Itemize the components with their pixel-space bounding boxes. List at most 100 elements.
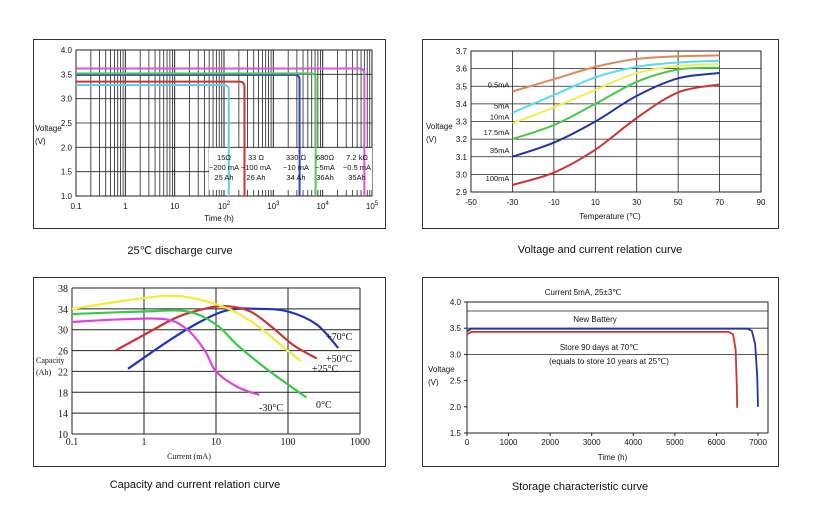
series-label: ~100 mA [241,163,271,172]
y-tick-label: 3.6 [456,65,468,74]
y-tick-label: 3.0 [456,170,468,179]
discharge-chart-panel: 1.0 1.5 2.0 2.5 3.0 3.5 4.0 0.1 1 10 102 103 104 105 T… [33,39,386,229]
x-tick-label: 70 [715,198,724,207]
x-tick-label: 104 [317,201,330,211]
y-tick-label: 3.7 [456,47,468,56]
y-axis-label: Capacity [36,356,64,365]
voltage-temperature-chart: -50 -30 -10 10 30 50 70 90 2.9 3.0 3.1 3.2 3.3 3.4 3.5… [426,47,766,221]
voltage-curve-2 [512,63,720,125]
series-label: ~5mA [315,163,335,172]
y-tick-label: 3.5 [456,82,468,91]
series-label: 15Ω [217,153,231,162]
x-tick-label: 105 [366,201,379,211]
capacity-current-chart-panel: 0.1 1 10 100 1000 10 14 18 22 26 30 34 38 Current (mA… [33,277,386,467]
voltage-temperature-chart-panel: -50 -30 -10 10 30 50 70 90 2.9 3.0 3.1 3.2 3.3 3.4 3.5… [422,39,779,229]
x-axis-label: Time (h) [598,453,628,462]
voltage-curve-3 [512,66,720,141]
x-tick-label: -50 [465,198,477,207]
y-tick-label: 3.4 [456,100,468,109]
voltage-curve-4 [512,72,720,158]
y-tick-label: 3.5 [450,324,462,333]
y-tick-label: 26 [58,347,68,358]
y-tick-label: 1.5 [61,168,73,177]
y-axis-label: Voltage [428,365,455,374]
series-label: -30°C [259,403,283,414]
x-axis-label: Temperature (℃) [579,212,641,221]
x-tick-label: 100 [281,437,296,448]
series-label: 7.2 kΩ [346,153,368,162]
voltage-curve-5 [512,83,720,186]
y-tick-label: 2.0 [450,403,462,412]
x-tick-label: 1000 [500,438,518,447]
discharge-curve-3 [76,72,317,196]
plot-frame [470,50,762,193]
storage-curve-0 [466,327,759,407]
x-tick-label: 6000 [708,438,726,447]
x-tick-label: 1 [123,202,128,211]
series-label: ~0.5 mA [343,163,371,172]
x-tick-label: 10 [211,437,221,448]
series-label: +50°C [326,354,353,365]
series-label: +25°C [312,364,339,375]
x-tick-label: 0.1 [66,437,79,448]
x-tick-label: 102 [218,201,231,211]
x-tick-label: 90 [757,198,766,207]
discharge-curve-4 [76,67,366,196]
series-label: 10mA [490,112,510,121]
y-tick-label: 18 [58,388,68,399]
series-label: 26 Ah [246,173,265,182]
x-tick-label: 1 [142,437,147,448]
storage-chart: 0 1000 2000 3000 4000 5000 6000 7000 1.5 2.0 2.5 3.… [428,288,769,462]
y-tick-label: 1.0 [61,192,73,201]
capacity-curve-1 [114,304,318,360]
discharge-curve-2 [76,73,301,196]
series-label: 35mA [490,146,510,155]
y-axis-label: (Ah) [36,368,51,377]
y-tick-label: 2.9 [456,188,468,197]
annotation-stored-note: (equals to store 10 years at 25℃) [549,357,669,366]
y-axis-label: Voltage [426,122,453,131]
capacity-current-chart-caption: Capacity and current relation curve [109,479,281,491]
x-axis-label: Current (mA) [167,452,211,461]
voltage-curve-1 [512,59,720,114]
annotation-stored: Store 90 days at 70℃ [560,343,638,352]
voltage-curve-0 [512,54,720,93]
y-axis-label: (V) [426,135,437,144]
storage-curve-1 [466,331,739,408]
y-tick-label: 2.5 [450,377,462,386]
y-tick-label: 4.0 [61,46,73,55]
y-tick-label: 2.5 [61,119,73,128]
x-tick-label: 7000 [749,438,767,447]
y-axis-label: (V) [428,378,439,387]
x-tick-label: 4000 [624,438,642,447]
y-tick-label: 4.0 [450,298,462,307]
x-axis-label: Time (h) [204,214,234,223]
x-tick-label: -10 [548,198,560,207]
y-tick-label: 2.0 [61,143,73,152]
storage-chart-panel: 0 1000 2000 3000 4000 5000 6000 7000 1.5 2.0 2.5 3.… [422,277,779,467]
x-tick-label: 1000 [350,437,370,448]
storage-chart-caption: Storage characteristic curve [511,481,649,493]
capacity-curve-3 [71,309,308,399]
series-label: ~200 mA [209,163,239,172]
y-tick-label: 3.1 [456,153,468,162]
capacity-curve-2 [71,294,302,362]
series-label: 680Ω [316,153,335,162]
x-tick-label: 10 [170,202,179,211]
discharge-chart: 1.0 1.5 2.0 2.5 3.0 3.5 4.0 0.1 1 10 102 103 104 105 T… [35,46,379,223]
y-tick-label: 22 [58,367,68,378]
y-tick-label: 30 [58,326,68,337]
x-tick-label: -30 [507,198,519,207]
x-tick-label: 3000 [583,438,601,447]
y-tick-label: 10 [58,430,68,441]
y-tick-label: 3.3 [456,118,468,127]
plot-frame [75,49,373,197]
discharge-curve-0 [76,84,230,196]
series-label: 33 Ω [248,153,264,162]
voltage-temperature-chart-caption: Voltage and current relation curve [517,244,683,256]
legend-box [209,148,372,190]
y-tick-label: 1.5 [450,429,462,438]
discharge-curve-1 [76,80,246,196]
series-label: 34 Ah [286,173,305,182]
y-tick-label: 38 [58,284,68,295]
